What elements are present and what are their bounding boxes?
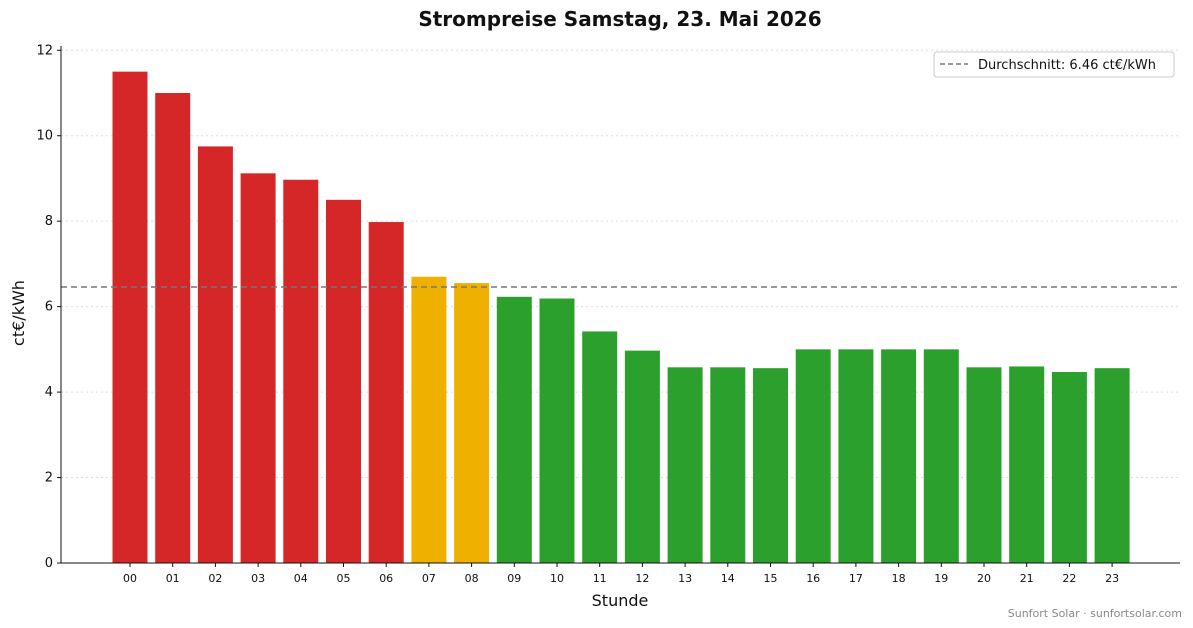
x-tick-label: 16 <box>806 572 820 585</box>
bar-hour-13 <box>667 367 703 563</box>
bar-hour-01 <box>155 93 191 563</box>
legend-average-label: Durchschnitt: 6.46 ct€/kWh <box>978 58 1156 73</box>
bar-hour-08 <box>454 283 490 563</box>
y-tick-label: 2 <box>45 471 53 486</box>
x-tick-label: 15 <box>764 572 778 585</box>
y-tick-label: 10 <box>36 129 53 144</box>
bar-hour-19 <box>923 349 959 563</box>
footer-credit: Sunfort Solar · sunfortsolar.com <box>1008 607 1182 620</box>
x-tick-label: 01 <box>166 572 180 585</box>
bar-hour-20 <box>966 367 1002 563</box>
bar-hour-09 <box>496 296 532 563</box>
x-tick-label: 19 <box>934 572 948 585</box>
bar-hour-00 <box>112 71 148 564</box>
y-tick-label: 8 <box>45 214 53 229</box>
bar-hour-07 <box>411 276 447 563</box>
bar-hour-11 <box>582 331 618 563</box>
x-tick-label: 17 <box>849 572 863 585</box>
bar-hour-23 <box>1094 368 1130 563</box>
bar-hour-05 <box>326 199 361 563</box>
bar-hour-18 <box>881 349 917 563</box>
x-tick-label: 02 <box>208 572 222 585</box>
legend-box <box>933 51 1175 78</box>
bar-hour-03 <box>240 173 276 563</box>
x-tick-label: 21 <box>1020 572 1034 585</box>
y-axis-label: ct€/kWh <box>9 280 28 346</box>
x-tick-label: 03 <box>251 572 265 585</box>
bars <box>112 71 1130 564</box>
x-axis-label: Stunde <box>592 591 649 610</box>
axes <box>60 46 1180 564</box>
x-tick-label: 23 <box>1105 572 1119 585</box>
x-tick-label: 11 <box>593 572 607 585</box>
legend: Durchschnitt: 6.46 ct€/kWh <box>933 51 1175 78</box>
bar-hour-10 <box>539 298 575 563</box>
y-tick-label: 0 <box>45 556 53 571</box>
x-tick-label: 22 <box>1062 572 1076 585</box>
chart-title: Strompreise Samstag, 23. Mai 2026 <box>418 7 821 31</box>
x-tick-label: 06 <box>379 572 393 585</box>
x-tick-label: 10 <box>550 572 564 585</box>
x-tick-label: 08 <box>465 572 479 585</box>
bar-hour-06 <box>368 222 404 563</box>
bar-hour-14 <box>710 367 746 563</box>
x-tick-label: 04 <box>294 572 308 585</box>
bar-hour-04 <box>283 179 319 563</box>
x-tick-label: 13 <box>678 572 692 585</box>
y-tick-label: 12 <box>36 43 53 58</box>
y-tick-label: 4 <box>45 385 53 400</box>
x-tick-label: 09 <box>507 572 521 585</box>
x-tick-label: 18 <box>892 572 906 585</box>
x-tick-label: 07 <box>422 572 436 585</box>
bar-hour-02 <box>197 146 233 563</box>
bar-hour-16 <box>795 349 831 563</box>
bar-hour-15 <box>753 368 788 563</box>
x-tick-label: 12 <box>635 572 649 585</box>
bar-hour-22 <box>1051 372 1087 563</box>
x-tick-label: 05 <box>337 572 351 585</box>
y-tick-label: 6 <box>45 300 53 315</box>
bar-hour-21 <box>1009 366 1045 563</box>
x-tick-labels: 00 01 02 03 04 05 06 07 08 09 10 11 12 13 14 15 16 17 18 19… <box>123 563 1119 585</box>
x-tick-label: 20 <box>977 572 991 585</box>
bar-hour-17 <box>838 349 874 563</box>
x-tick-label: 00 <box>123 572 137 585</box>
x-tick-label: 14 <box>721 572 735 585</box>
bar-hour-12 <box>624 350 660 563</box>
y-tick-labels: 0 2 4 6 8 10 12 <box>36 43 61 571</box>
